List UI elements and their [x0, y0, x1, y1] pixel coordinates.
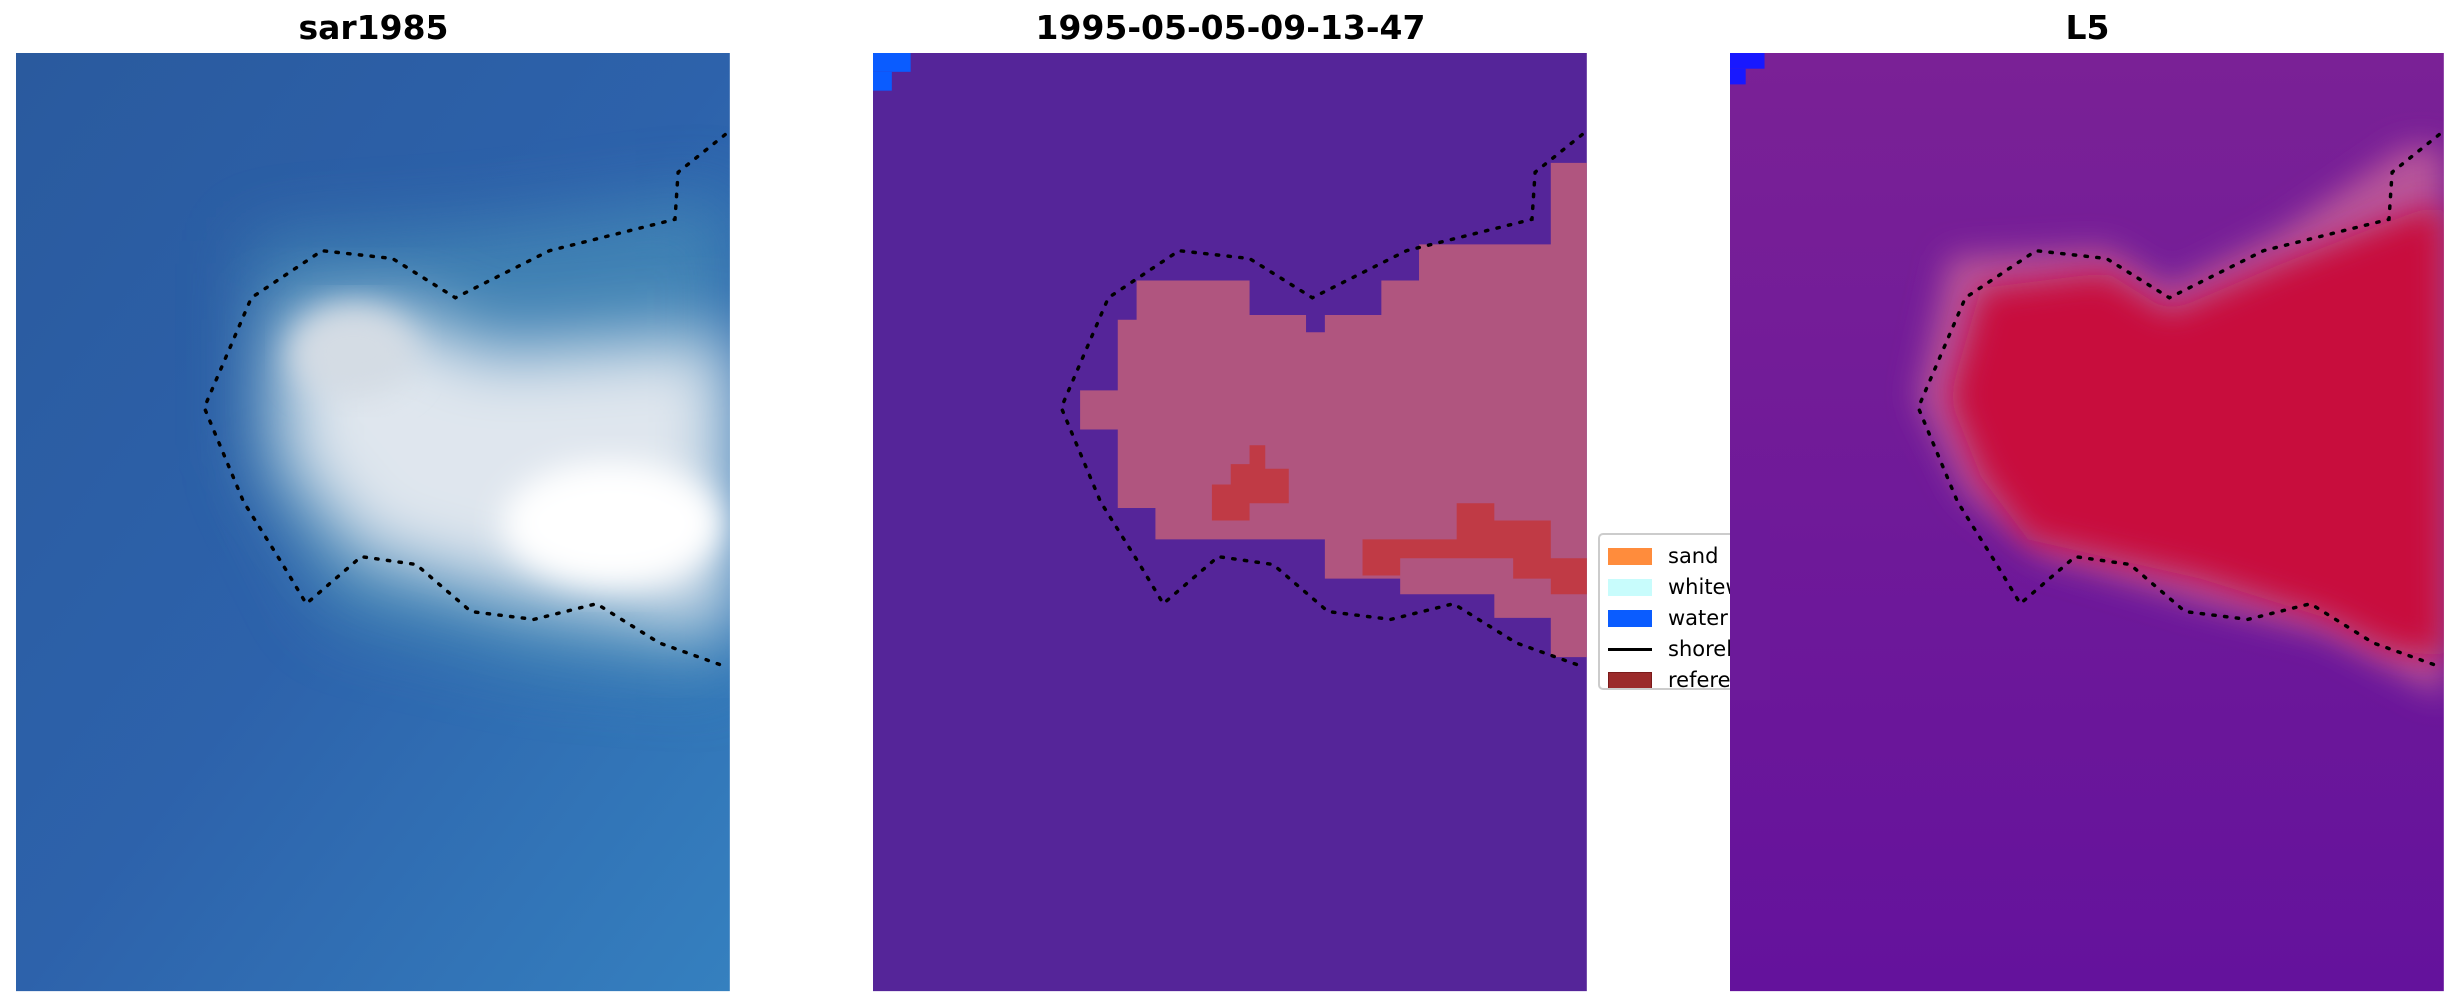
shoreline-line-swatch — [1608, 647, 1652, 651]
legend-label: water — [1668, 606, 1728, 630]
legend-label: sand — [1668, 544, 1719, 568]
legend-item-sand: sand — [1608, 544, 1719, 568]
panel-title-sar1985: sar1985 — [298, 8, 449, 47]
reference-region — [1362, 503, 1587, 595]
panel-title-l5: L5 — [2065, 8, 2110, 47]
legend-item-water: water — [1608, 606, 1728, 630]
panel-l5-overlap — [1730, 520, 1770, 700]
panel-sar1985-image — [16, 53, 730, 992]
sand-swatch — [1608, 547, 1652, 565]
legend-item-shoreline: shoreline — [1608, 637, 1736, 661]
panel-classified-image — [873, 53, 1587, 992]
whitewater-swatch — [1608, 578, 1652, 596]
reference-swatch — [1608, 671, 1652, 688]
water-swatch — [1608, 609, 1652, 627]
legend-item-reference: reference — [1608, 668, 1736, 690]
legend-label: reference — [1668, 668, 1736, 690]
legend-label: shoreline — [1668, 637, 1736, 661]
panel-title-date: 1995-05-05-09-13-47 — [1035, 8, 1426, 47]
reference-region — [1211, 445, 1289, 521]
panel-l5-image — [1730, 53, 2444, 992]
water-pixel — [873, 53, 911, 72]
